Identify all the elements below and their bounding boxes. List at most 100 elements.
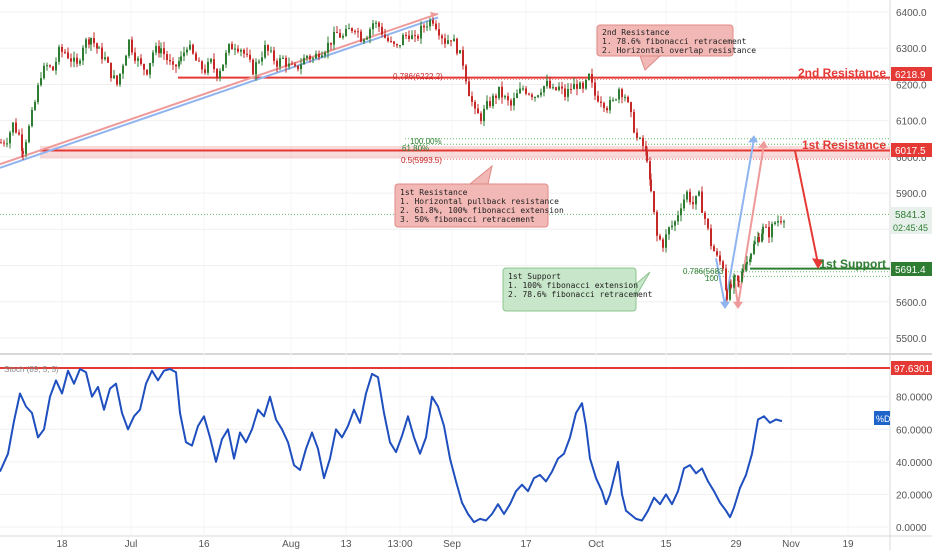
candle-body — [405, 34, 407, 36]
candle-body — [492, 95, 494, 107]
candle-body — [597, 95, 599, 102]
candle-body — [698, 191, 700, 196]
projection-arrowhead — [812, 258, 824, 269]
candle-body — [169, 60, 171, 62]
candle-body — [98, 47, 100, 49]
candle-body — [300, 64, 302, 70]
candle-body — [754, 242, 756, 244]
candle-body — [486, 101, 488, 109]
candle-body — [303, 57, 305, 65]
callout-first-support[interactable]: 1st Support 1. 100% fibonacci extension … — [502, 267, 653, 312]
candle-body — [414, 35, 416, 37]
first-support-label: 1st Support — [819, 257, 886, 271]
candle-body — [231, 43, 233, 50]
candle-body — [149, 63, 151, 75]
candle-body — [733, 276, 735, 288]
stoch-pane — [0, 355, 890, 535]
price-tag-first-resistance: 6017.5 — [891, 143, 932, 157]
candle-body — [582, 82, 584, 89]
candle-body — [192, 44, 194, 54]
candle-body — [198, 60, 200, 62]
candle-body — [73, 57, 75, 62]
candle-body — [61, 46, 63, 52]
candle-body — [543, 86, 545, 93]
candle-body — [276, 60, 278, 67]
stoch-tick-label: 20.0000 — [896, 490, 932, 501]
time-tick-label: 17 — [520, 539, 532, 550]
callout-second-resistance[interactable]: 2nd Resistance 1. 78.6% fibonacci retrac… — [596, 24, 756, 71]
candle-body — [525, 88, 527, 94]
candle-body — [369, 29, 371, 38]
candle-body — [186, 49, 188, 53]
price-tag-bg — [891, 67, 932, 81]
trend-line-red — [0, 12, 439, 166]
candle-body — [615, 99, 617, 101]
candle-body — [279, 58, 281, 67]
candle-body — [438, 29, 440, 36]
candle-body — [88, 39, 90, 45]
percent-d-badge[interactable]: %D — [874, 411, 891, 425]
candle-body — [722, 261, 724, 269]
candle-body — [387, 37, 389, 42]
candle-body — [70, 58, 72, 62]
price-tag-bg — [891, 143, 932, 157]
candle-body — [680, 208, 682, 216]
candle-body — [742, 269, 744, 272]
candle-body — [237, 48, 239, 52]
candle-body — [58, 46, 60, 62]
price-tag-text: 5841.3 — [895, 210, 926, 221]
candle-body — [734, 275, 736, 277]
candle-body — [96, 43, 98, 49]
candle-body — [6, 143, 8, 145]
candle-body — [555, 87, 557, 91]
price-tag-bg — [891, 262, 932, 276]
candle-body — [381, 26, 383, 35]
candle-body — [650, 179, 652, 192]
candle-body — [579, 82, 581, 89]
candle-body — [243, 49, 245, 54]
candle-body — [531, 94, 533, 98]
trend-arrowhead — [430, 12, 438, 18]
candle-body — [204, 69, 206, 73]
projection-arrowhead — [748, 135, 758, 143]
candle-body — [612, 99, 614, 101]
candle-body — [140, 58, 142, 64]
candle-body — [137, 58, 139, 61]
candle-body — [225, 52, 227, 65]
candle-body — [49, 65, 51, 67]
callout-first-resistance[interactable]: 1st Resistance 1. Horizontal pullback re… — [394, 164, 564, 228]
stoch-indicator-label[interactable]: Stoch (89, 5, 5) — [4, 365, 59, 374]
candle-body — [15, 122, 17, 133]
candle-body — [507, 96, 509, 101]
candle-body — [37, 85, 39, 103]
candle-body — [645, 145, 647, 152]
candle-body — [768, 227, 770, 238]
candle-body — [737, 275, 739, 281]
candle-body — [501, 86, 503, 98]
candle-body — [426, 26, 428, 28]
first-resistance-label: 1st Resistance — [802, 138, 886, 152]
time-tick-label: Aug — [282, 539, 300, 550]
stoch-tick-label: 0.0000 — [896, 523, 927, 534]
candle-body — [234, 48, 236, 50]
candle-body — [93, 37, 95, 44]
callout-line: 1. 78.6% fibonacci retracement — [602, 37, 747, 46]
candle-body — [166, 54, 168, 61]
candle-body — [420, 25, 422, 39]
candle-body — [465, 65, 467, 82]
candle-body — [765, 226, 767, 228]
candle-body — [591, 73, 593, 83]
candle-body — [264, 45, 266, 58]
candle-body — [28, 126, 30, 143]
time-tick-label: Sep — [443, 539, 461, 550]
candle-body — [710, 228, 712, 247]
candle-body — [228, 43, 230, 53]
candle-body — [761, 233, 763, 242]
candle-body — [82, 47, 84, 61]
fib-label-r2: 0.786(6222.2) — [393, 72, 443, 81]
candle-body — [402, 34, 404, 46]
candle-body — [43, 65, 45, 79]
candle-body — [273, 50, 275, 61]
candle-body — [252, 59, 254, 75]
